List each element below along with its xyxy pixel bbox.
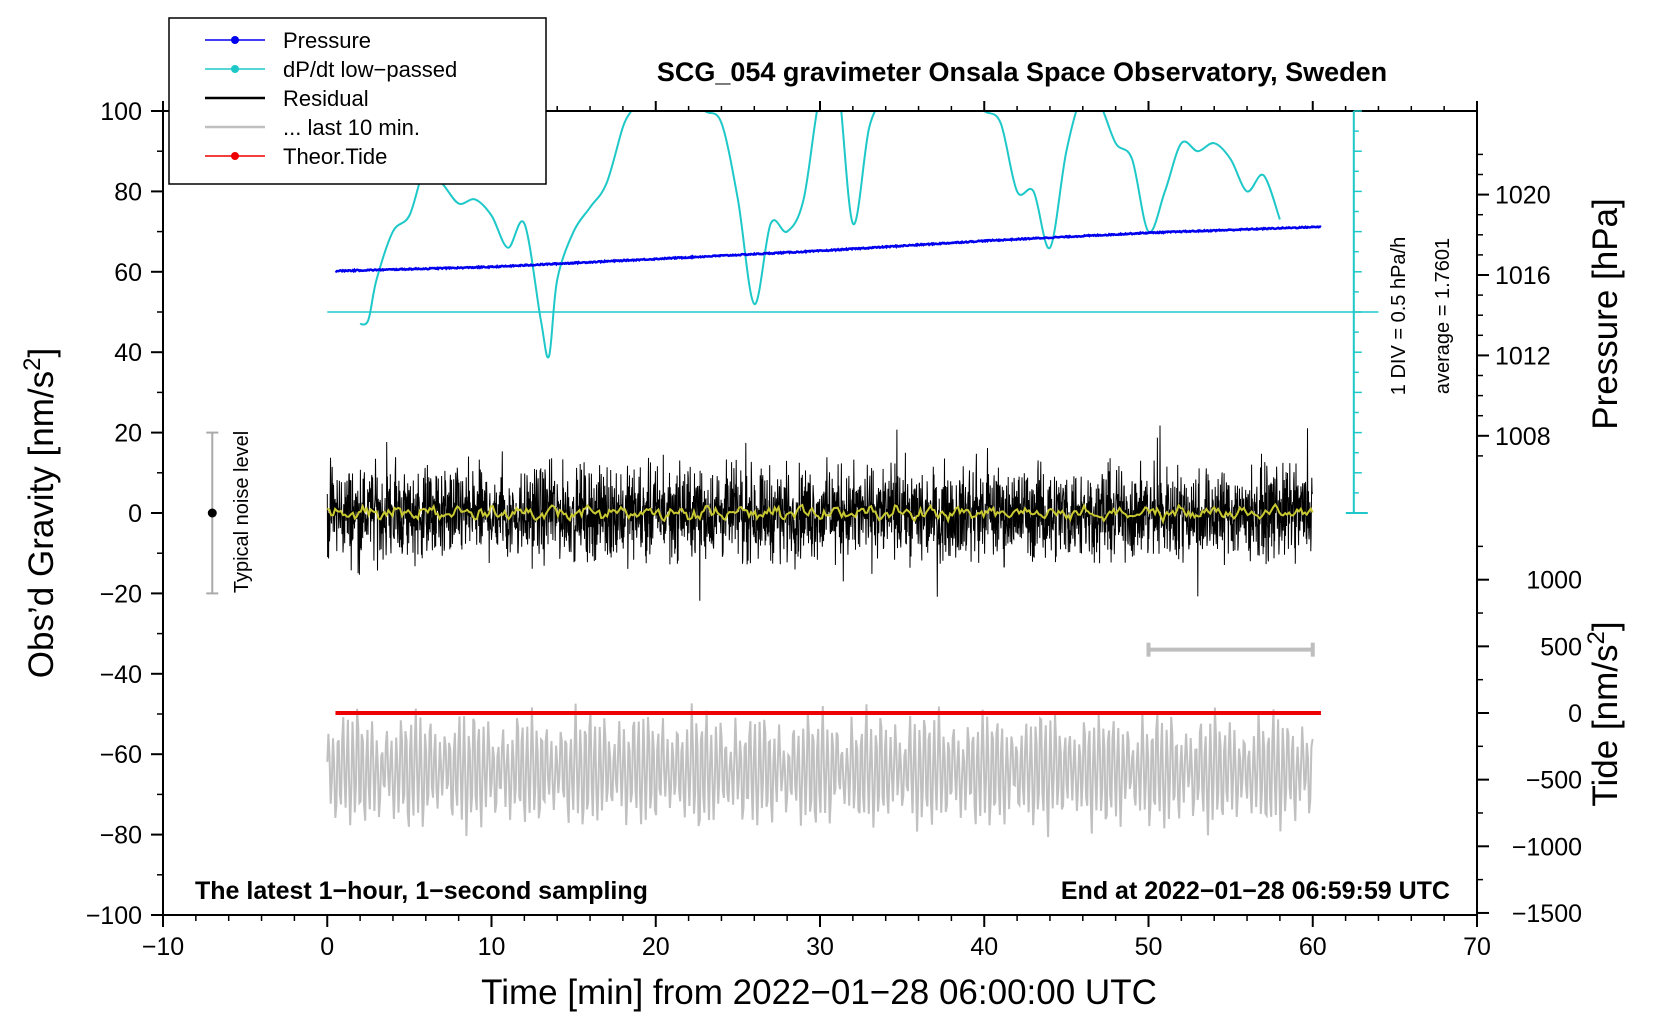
legend-label: Pressure <box>283 28 371 53</box>
annotation-bottom-left: The latest 1−hour, 1−second sampling <box>195 877 648 905</box>
x-tick-label: 50 <box>1135 933 1163 961</box>
tide-remainder-line <box>326 703 1314 838</box>
gravity-label-sup: 2 <box>19 358 46 371</box>
y-tick-label: −40 <box>100 661 142 689</box>
x-tick-label: 20 <box>642 933 670 961</box>
x-tick-label: 70 <box>1463 933 1491 961</box>
y-tick-label: −80 <box>100 822 142 850</box>
tide-tick-label: 0 <box>1568 700 1582 728</box>
x-axis-label: Time [min] from 2022−01−28 06:00:00 UTC <box>481 973 1157 1012</box>
tide-label-sup: 2 <box>1583 631 1610 644</box>
y-tick-label: 40 <box>114 339 142 367</box>
y-tick-label: −60 <box>100 741 142 769</box>
gravity-label-main: Obs’d Gravity [nm/s <box>22 371 61 678</box>
axis-layer: −10 0 10 20 30 40 50 60 70100806040200−20−40−60−… <box>86 98 1582 961</box>
gravity-label-end: ] <box>22 348 61 358</box>
y-tick-label: 60 <box>114 259 142 287</box>
y-tick-label: −100 <box>86 902 142 930</box>
pressure-tick-label: 1020 <box>1495 182 1551 210</box>
tide-tick-label: −1000 <box>1512 833 1582 861</box>
tide-tick-label: 1000 <box>1526 567 1582 595</box>
legend-swatch-dot <box>231 36 239 44</box>
pressure-line <box>334 225 1322 274</box>
tide-label-end: ] <box>1586 621 1625 631</box>
average-label: average = 1.7601 <box>1432 238 1454 394</box>
legend: Pressure dP/dt low−passed Residual ... last… <box>168 17 547 185</box>
pressure-tick-label: 1016 <box>1495 262 1551 290</box>
y-tick-label: −20 <box>100 580 142 608</box>
legend-label: Theor.Tide <box>283 144 387 169</box>
legend-swatch-dot <box>231 152 239 160</box>
noise-level-dot <box>207 508 217 518</box>
residual-line <box>326 425 1313 601</box>
series-layer <box>326 111 1379 838</box>
legend-label: dP/dt low−passed <box>283 57 457 82</box>
tide-tick-label: 500 <box>1540 633 1582 661</box>
annotation-bottom-right: End at 2022−01−28 06:59:59 UTC <box>1061 877 1450 905</box>
residual-smoothed-line <box>326 502 1314 525</box>
x-tick-label: 30 <box>806 933 834 961</box>
y-tick-label: 100 <box>100 98 142 126</box>
x-tick-label: 10 <box>478 933 506 961</box>
chart-title: SCG_054 gravimeter Onsala Space Observat… <box>657 57 1387 87</box>
pressure-tick-label: 1008 <box>1495 423 1551 451</box>
y-tick-label: 20 <box>114 420 142 448</box>
legend-swatch-dot <box>231 65 239 73</box>
dpdt-line <box>359 111 1281 359</box>
legend-label: Residual <box>283 86 369 111</box>
tide-tick-label: −1500 <box>1512 900 1582 928</box>
x-tick-label: 60 <box>1299 933 1327 961</box>
y-tick-label: 0 <box>128 500 142 528</box>
x-tick-label: 0 <box>320 933 334 961</box>
pressure-tick-label: 1012 <box>1495 342 1551 370</box>
legend-label: ... last 10 min. <box>283 115 420 140</box>
tide-label-main: Tide [nm/s <box>1586 645 1625 807</box>
tide-tick-label: −500 <box>1526 767 1582 795</box>
y-axis-label-tide: Tide [nm/s2] <box>1583 621 1626 806</box>
x-tick-label: −10 <box>142 933 184 961</box>
y-tick-label: 80 <box>114 178 142 206</box>
div-label: 1 DIV = 0.5 hPa/h <box>1388 237 1410 395</box>
y-axis-label-pressure: Pressure [hPa] <box>1586 198 1625 430</box>
x-tick-label: 40 <box>970 933 998 961</box>
y-axis-label-gravity: Obs’d Gravity [nm/s2] <box>19 348 62 678</box>
noise-level-label: Typical noise level <box>231 431 253 593</box>
